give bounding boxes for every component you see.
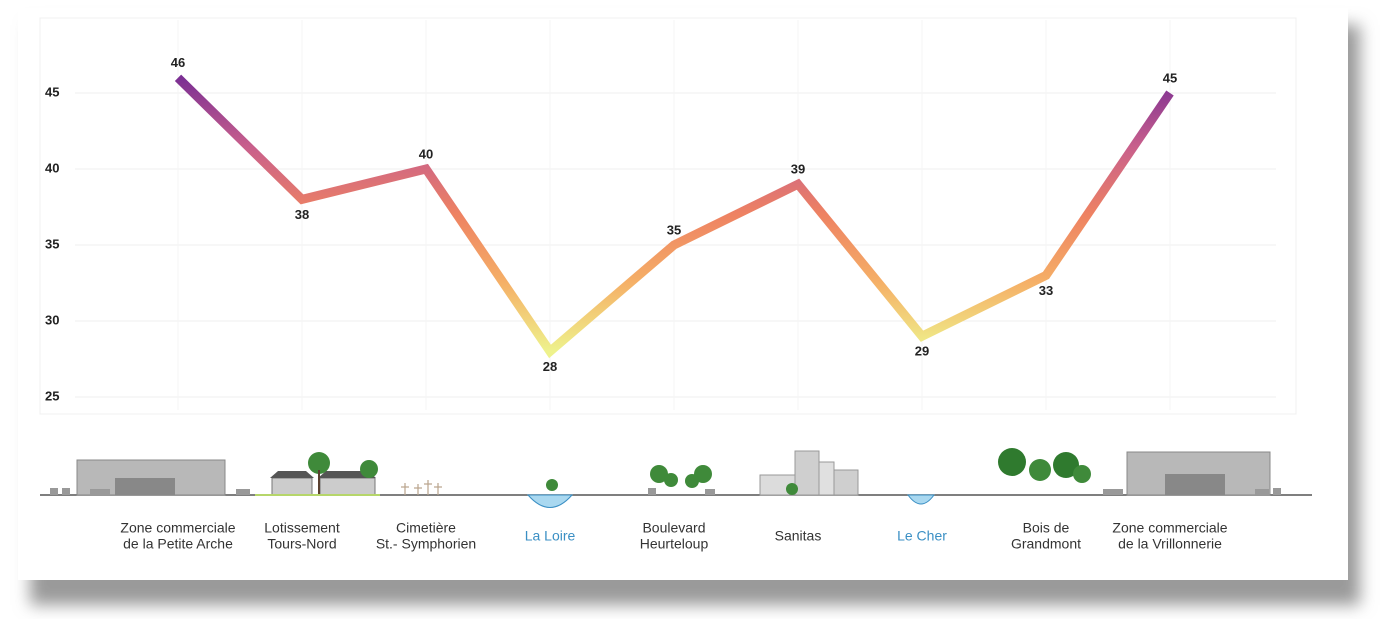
value-label: 33 xyxy=(1039,283,1053,298)
data-line xyxy=(174,74,1174,359)
y-tick-label: 45 xyxy=(45,84,59,99)
value-label: 38 xyxy=(295,207,309,222)
x-tick-label: Bois de xyxy=(1023,520,1070,536)
y-tick-label: 40 xyxy=(45,160,59,175)
x-tick-label: Cimetière xyxy=(396,520,456,536)
value-label: 39 xyxy=(791,162,805,177)
value-label: 45 xyxy=(1163,70,1177,85)
x-tick-label: Zone commerciale xyxy=(1112,520,1227,536)
landscape xyxy=(40,448,1312,508)
value-label: 46 xyxy=(171,55,185,70)
x-tick-label: Zone commerciale xyxy=(120,520,235,536)
value-label: 35 xyxy=(667,222,681,237)
x-tick-label: La Loire xyxy=(525,528,576,544)
y-tick-label: 25 xyxy=(45,388,59,403)
value-label: 40 xyxy=(419,146,433,161)
x-tick-label: Sanitas xyxy=(775,528,822,544)
card xyxy=(18,8,1348,580)
x-tick-label: Grandmont xyxy=(1011,536,1081,552)
plot-frame xyxy=(39,17,1297,415)
x-tick-label: Tours-Nord xyxy=(267,536,336,552)
x-tick-label: de la Vrillonnerie xyxy=(1118,536,1222,552)
value-label: 29 xyxy=(915,344,929,359)
x-tick-label: Boulevard xyxy=(642,520,705,536)
x-tick-label: Heurteloup xyxy=(640,536,709,552)
y-tick-label: 30 xyxy=(45,312,59,327)
x-tick-label: de la Petite Arche xyxy=(123,536,233,552)
y-tick-label: 35 xyxy=(45,236,59,251)
x-tick-label: Lotissement xyxy=(264,520,340,536)
x-tick-label: Le Cher xyxy=(897,528,947,544)
value-label: 28 xyxy=(543,359,557,374)
x-tick-label: St.- Symphorien xyxy=(376,536,476,552)
